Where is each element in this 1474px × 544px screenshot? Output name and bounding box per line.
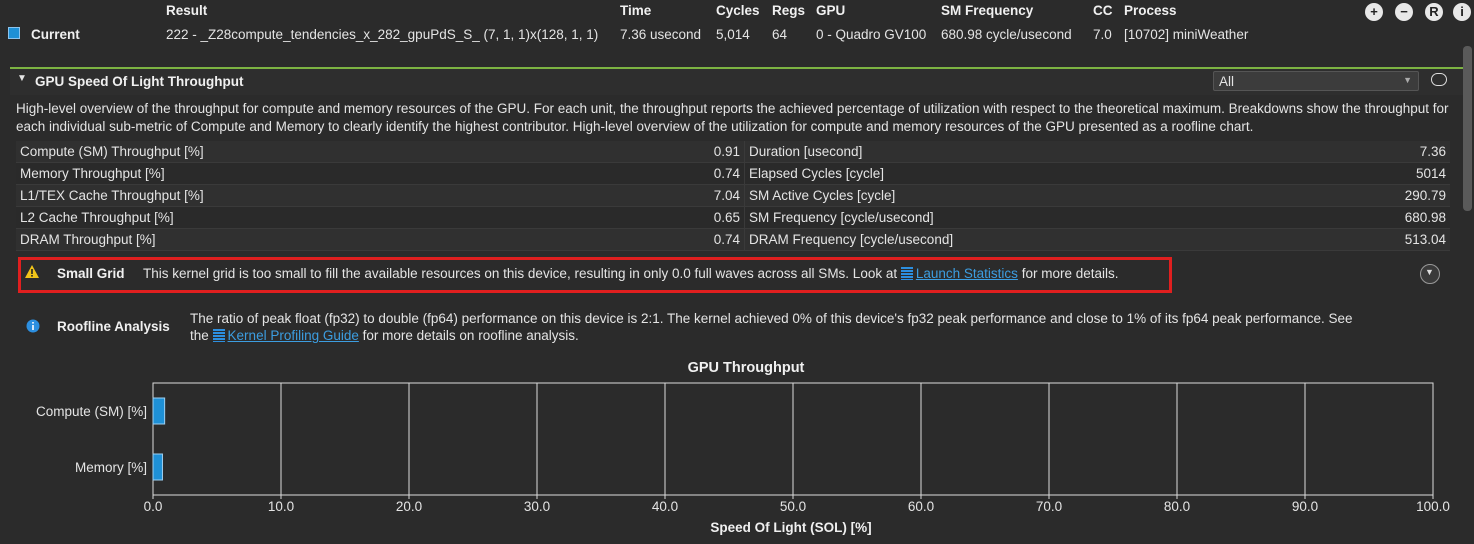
x-tick-label: 20.0 [396, 499, 422, 514]
metric-value: 680.98 [1342, 206, 1450, 229]
small-grid-title: Small Grid [57, 266, 125, 281]
metric-value: 7.36 [1342, 141, 1450, 163]
small-grid-text: This kernel grid is too small to fill th… [143, 266, 898, 281]
col-header-result[interactable]: Result [166, 3, 208, 18]
chevron-down-icon: ▼ [1403, 75, 1412, 85]
metric-value: 7.04 [624, 184, 745, 207]
current-sm-frequency: 680.98 cycle/usecond [941, 27, 1072, 42]
section-filter-dropdown[interactable]: All ▼ [1213, 71, 1419, 91]
section-accent-line [10, 67, 1465, 69]
x-tick-label: 50.0 [780, 499, 806, 514]
x-tick-label: 0.0 [144, 499, 163, 514]
x-tick-label: 70.0 [1036, 499, 1062, 514]
metric-value: 0.74 [624, 162, 745, 185]
metric-name: Elapsed Cycles [cycle] [744, 162, 1342, 185]
document-icon [212, 329, 225, 342]
collapse-triangle-icon[interactable]: ▼ [17, 73, 27, 84]
current-cycles: 5,014 [716, 27, 750, 42]
roofline-text-line1: The ratio of peak float (fp32) to double… [190, 311, 1353, 326]
chart-title: GPU Throughput [688, 360, 805, 376]
x-tick-label: 60.0 [908, 499, 934, 514]
x-tick-label: 10.0 [268, 499, 294, 514]
metric-value: 0.91 [624, 141, 745, 163]
col-header-process[interactable]: Process [1124, 3, 1177, 18]
x-tick-label: 100.0 [1416, 499, 1450, 514]
x-tick-label: 80.0 [1164, 499, 1190, 514]
small-grid-text-after: for more details. [1021, 266, 1119, 281]
col-header-cycles[interactable]: Cycles [716, 3, 760, 18]
remove-baseline-icon[interactable]: − [1395, 3, 1413, 21]
r-circle-icon[interactable]: R [1425, 3, 1443, 21]
throughput-bar [152, 397, 166, 425]
metric-name: Duration [usecond] [744, 141, 1342, 163]
kernel-profiling-guide-link[interactable]: Kernel Profiling Guide [227, 328, 359, 343]
col-header-cc[interactable]: CC [1093, 3, 1113, 18]
info-circle-icon[interactable]: i [1453, 3, 1471, 21]
chevron-down-icon: ▼ [1425, 267, 1434, 277]
x-axis-label: Speed Of Light (SOL) [%] [710, 520, 871, 535]
vertical-scrollbar[interactable] [1463, 46, 1472, 211]
x-tick-label: 30.0 [524, 499, 550, 514]
small-grid-highlight-box [18, 257, 1172, 293]
roofline-the: the [190, 328, 209, 343]
metric-name: L2 Cache Throughput [%] [16, 206, 624, 229]
metric-name: Memory Throughput [%] [16, 162, 624, 185]
add-baseline-icon[interactable]: + [1365, 3, 1383, 21]
metric-name: DRAM Frequency [cycle/usecond] [744, 228, 1342, 251]
metrics-row: Compute (SM) Throughput [%] 0.91 Duration … [16, 141, 1450, 163]
current-result[interactable]: 222 - _Z28compute_tendencies_x_282_gpuPd… [166, 27, 599, 42]
y-category-label: Memory [%] [75, 460, 147, 475]
metric-name: SM Frequency [cycle/usecond] [744, 206, 1342, 229]
roofline-text-after: for more details on roofline analysis. [362, 328, 579, 343]
launch-statistics-link[interactable]: Launch Statistics [915, 266, 1018, 281]
metrics-row: L2 Cache Throughput [%] 0.65 SM Frequency … [16, 206, 1450, 229]
gpu-throughput-chart: GPU Throughput 0.0 10.0 20.0 30.0 40.0 50.0 60.… [36, 360, 1450, 535]
current-time: 7.36 usecond [620, 27, 702, 42]
comment-icon[interactable] [1431, 73, 1447, 86]
x-tick-label: 40.0 [652, 499, 678, 514]
metric-value: 5014 [1342, 162, 1450, 185]
metric-value: 513.04 [1342, 228, 1450, 251]
metric-name: Compute (SM) Throughput [%] [16, 141, 624, 163]
roofline-text-line2: the Kernel Profiling Guide for more deta… [190, 328, 579, 343]
metric-name: SM Active Cycles [cycle] [744, 184, 1342, 207]
current-gpu: 0 - Quadro GV100 [816, 27, 927, 42]
expand-rule-button[interactable]: ▼ [1420, 264, 1440, 284]
document-icon [900, 267, 913, 280]
metrics-row: L1/TEX Cache Throughput [%] 7.04 SM Active… [16, 184, 1450, 207]
info-icon [26, 319, 40, 333]
metrics-table: Compute (SM) Throughput [%] 0.91 Duration … [16, 141, 1450, 251]
metric-value: 0.65 [624, 206, 745, 229]
current-color-swatch [8, 27, 20, 39]
col-header-time[interactable]: Time [620, 3, 652, 18]
metric-name: L1/TEX Cache Throughput [%] [16, 184, 624, 207]
current-row-label: Current [31, 27, 80, 42]
current-cc: 7.0 [1093, 27, 1112, 42]
section-description: High-level overview of the throughput fo… [16, 101, 1449, 134]
roofline-title: Roofline Analysis [57, 319, 170, 334]
throughput-bar [152, 453, 163, 481]
y-category-label: Compute (SM) [%] [36, 404, 147, 419]
metric-value: 290.79 [1342, 184, 1450, 207]
col-header-sm-frequency[interactable]: SM Frequency [941, 3, 1034, 18]
metric-name: DRAM Throughput [%] [16, 228, 624, 251]
current-regs: 64 [772, 27, 788, 42]
col-header-regs[interactable]: Regs [772, 3, 806, 18]
metric-value: 0.74 [624, 228, 745, 251]
col-header-gpu[interactable]: GPU [816, 3, 846, 18]
small-grid-message: This kernel grid is too small to fill th… [143, 266, 1119, 281]
warning-icon [25, 265, 39, 278]
section-filter-value: All [1219, 74, 1235, 89]
current-process: [10702] miniWeather [1124, 27, 1249, 42]
metrics-row: DRAM Throughput [%] 0.74 DRAM Frequency [c… [16, 228, 1450, 251]
metrics-row: Memory Throughput [%] 0.74 Elapsed Cycles … [16, 162, 1450, 185]
x-tick-label: 90.0 [1292, 499, 1318, 514]
section-title[interactable]: GPU Speed Of Light Throughput [35, 74, 244, 89]
